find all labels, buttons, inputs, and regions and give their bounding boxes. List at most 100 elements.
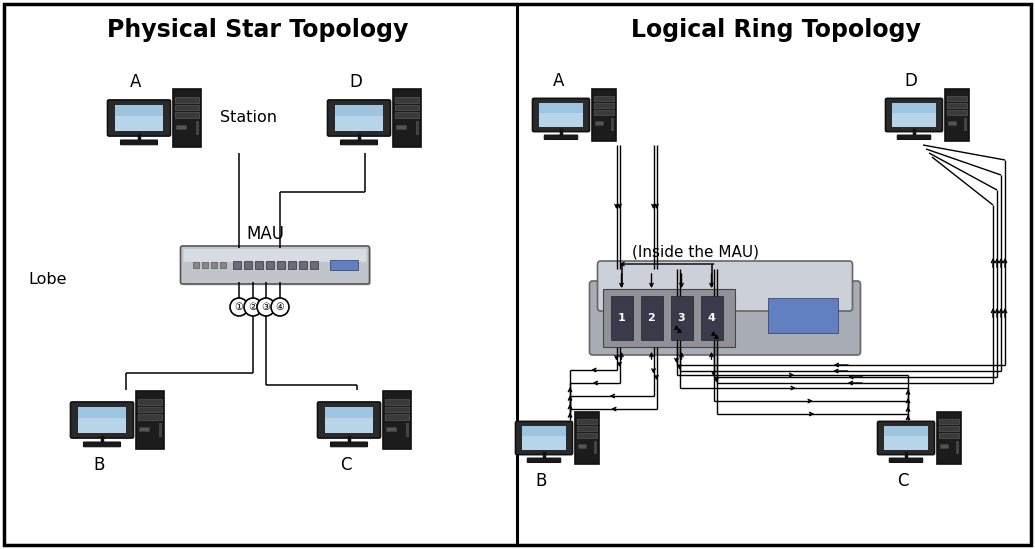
Text: MAU: MAU [246, 225, 285, 243]
Bar [892, 103, 936, 127]
Bar [210, 262, 216, 268]
FancyBboxPatch shape [527, 458, 561, 462]
Bar [892, 103, 936, 113]
Bar [288, 261, 296, 269]
Text: Logical Ring Topology: Logical Ring Topology [631, 18, 921, 42]
FancyBboxPatch shape [183, 249, 366, 262]
Bar [947, 110, 967, 115]
Bar [175, 112, 199, 118]
Bar [611, 296, 632, 340]
Bar [325, 407, 373, 418]
Text: Physical Star Topology: Physical Star Topology [108, 18, 409, 42]
Bar [594, 110, 614, 115]
Bar [385, 407, 409, 412]
Bar [671, 296, 692, 340]
Bar [266, 261, 273, 269]
FancyBboxPatch shape [341, 140, 378, 145]
FancyBboxPatch shape [183, 249, 371, 285]
Bar [335, 105, 383, 116]
FancyBboxPatch shape [544, 135, 578, 139]
Bar [136, 391, 164, 449]
Bar [578, 444, 587, 448]
Bar [641, 296, 662, 340]
Bar [385, 399, 409, 405]
Text: Lobe: Lobe [28, 272, 66, 288]
Bar [202, 262, 207, 268]
FancyBboxPatch shape [327, 100, 390, 136]
Circle shape [230, 298, 248, 316]
Bar [602, 289, 735, 347]
Text: C: C [897, 472, 909, 490]
FancyBboxPatch shape [897, 135, 930, 139]
Text: ④: ④ [275, 302, 285, 312]
Bar [939, 426, 959, 432]
Text: ①: ① [235, 302, 243, 312]
Bar [539, 103, 583, 113]
Text: B: B [536, 472, 546, 490]
FancyBboxPatch shape [70, 402, 134, 438]
Bar [78, 407, 126, 433]
Circle shape [271, 298, 289, 316]
FancyBboxPatch shape [532, 98, 590, 132]
FancyBboxPatch shape [120, 140, 157, 145]
FancyBboxPatch shape [878, 422, 935, 455]
Bar [594, 96, 614, 102]
Bar [523, 426, 565, 436]
Bar [395, 105, 419, 110]
Bar [884, 426, 927, 436]
Bar [611, 117, 614, 131]
Bar [309, 261, 318, 269]
Bar [964, 117, 967, 131]
Text: 3: 3 [678, 313, 685, 323]
Bar [138, 407, 162, 412]
Bar [396, 125, 406, 129]
Text: 2: 2 [648, 313, 655, 323]
Bar [947, 103, 967, 108]
Bar [255, 261, 263, 269]
Bar [406, 423, 409, 438]
Bar [138, 414, 162, 420]
Bar [175, 97, 199, 103]
Text: ③: ③ [262, 302, 270, 312]
Text: D: D [350, 74, 362, 92]
Text: B: B [93, 456, 105, 474]
FancyBboxPatch shape [330, 442, 367, 447]
FancyBboxPatch shape [180, 246, 369, 284]
Text: C: C [341, 456, 352, 474]
Bar [940, 444, 948, 448]
FancyBboxPatch shape [108, 100, 171, 136]
Bar [539, 103, 583, 127]
Text: D: D [905, 72, 918, 90]
Bar [78, 407, 126, 418]
Bar [768, 298, 837, 333]
Bar [576, 433, 597, 438]
Text: 1: 1 [618, 313, 625, 323]
Bar [386, 427, 395, 431]
Bar [138, 399, 162, 405]
Bar [115, 105, 162, 131]
Text: A: A [130, 74, 142, 92]
Bar [329, 260, 357, 270]
Bar [233, 261, 240, 269]
Bar [196, 121, 199, 136]
Text: (Inside the MAU): (Inside the MAU) [631, 244, 759, 260]
Bar [595, 121, 603, 125]
Bar [939, 419, 959, 424]
Text: ②: ② [248, 302, 258, 312]
FancyBboxPatch shape [886, 98, 943, 132]
Bar [393, 89, 421, 147]
Bar [947, 96, 967, 102]
Bar [243, 261, 252, 269]
Bar [576, 426, 597, 432]
Bar [115, 105, 162, 116]
Bar [594, 103, 614, 108]
FancyBboxPatch shape [889, 458, 922, 462]
Bar [139, 427, 149, 431]
Bar [395, 97, 419, 103]
Bar [575, 412, 599, 464]
FancyBboxPatch shape [84, 442, 120, 447]
Bar [948, 121, 956, 125]
Bar [219, 262, 226, 268]
Bar [395, 112, 419, 118]
Circle shape [257, 298, 275, 316]
